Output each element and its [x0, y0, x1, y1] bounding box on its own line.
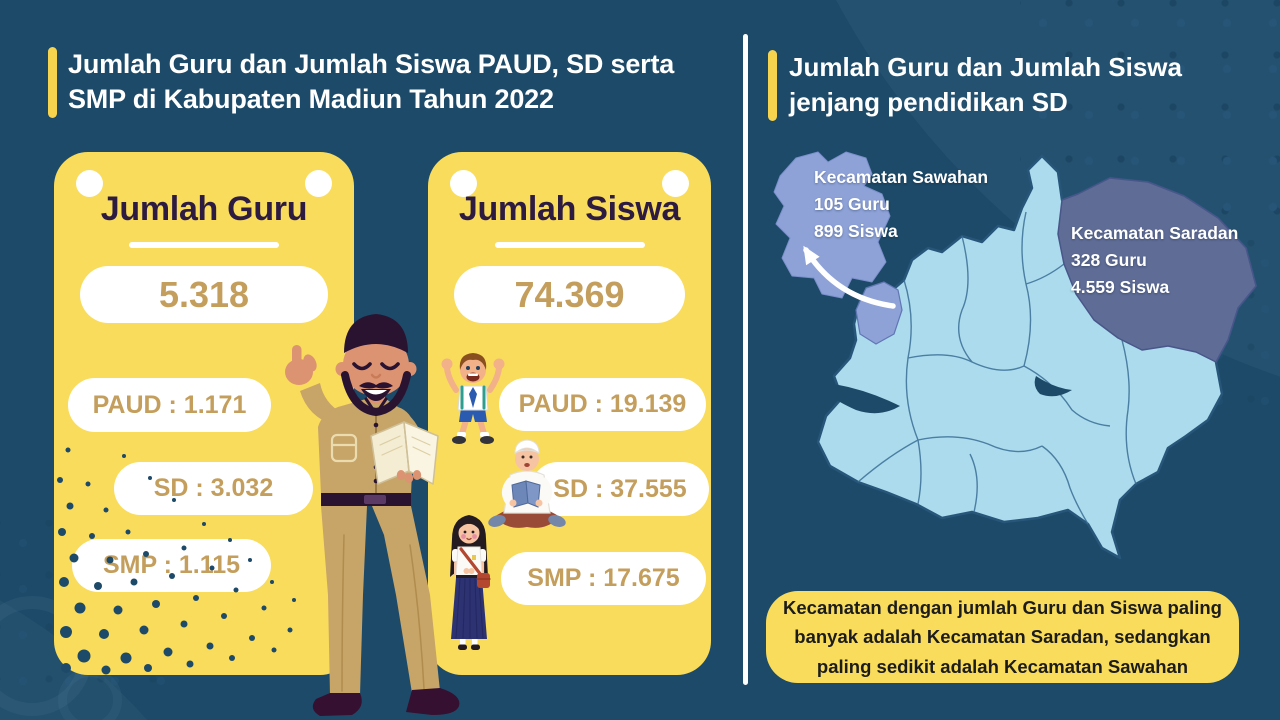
arrow-icon	[803, 245, 896, 309]
guru-card: Jumlah Guru 5.318 PAUD : 1.171 SD : 3.03…	[54, 152, 354, 675]
card-hole-left	[76, 170, 103, 197]
map-notch-west	[828, 384, 900, 414]
saradan-guru-count: 328 Guru	[1071, 250, 1147, 270]
district-borders	[857, 211, 1137, 525]
saradan-siswa-count: 4.559 Siswa	[1071, 277, 1170, 297]
guru-paud-pill: PAUD : 1.171	[68, 378, 271, 432]
saradan-name: Kecamatan Saradan	[1071, 223, 1239, 243]
siswa-card: Jumlah Siswa 74.369 PAUD : 19.139 SD : 3…	[428, 152, 711, 675]
sawahan-siswa-count: 899 Siswa	[814, 221, 898, 241]
panel-divider	[743, 34, 748, 685]
callout-line2: banyak adalah Kecamatan Saradan, sedangk…	[794, 626, 1211, 648]
card-hole-left	[450, 170, 477, 197]
card-hole-right	[662, 170, 689, 197]
right-panel-title: Jumlah Guru dan Jumlah Siswa jenjang pen…	[789, 50, 1182, 120]
right-title-accent-bar	[768, 50, 777, 121]
conclusion-callout-box: Kecamatan dengan jumlah Guru dan Siswa p…	[766, 591, 1239, 683]
guru-total-pill: 5.318	[80, 266, 328, 323]
left-title-line1: Jumlah Guru dan Jumlah Siswa PAUD, SD se…	[68, 49, 675, 79]
map-notch-center	[1034, 376, 1072, 397]
siswa-total-pill: 74.369	[454, 266, 685, 323]
guru-sd-pill: SD : 3.032	[114, 462, 313, 515]
saradan-region-label: Kecamatan Saradan 328 Guru 4.559 Siswa	[1071, 220, 1238, 301]
siswa-card-title: Jumlah Siswa	[458, 190, 681, 228]
siswa-paud-pill: PAUD : 19.139	[499, 378, 706, 431]
left-panel-title: Jumlah Guru dan Jumlah Siswa PAUD, SD se…	[68, 47, 674, 117]
siswa-smp-pill: SMP : 17.675	[501, 552, 706, 605]
left-title-accent-bar	[48, 47, 57, 118]
sawahan-guru-count: 105 Guru	[814, 194, 890, 214]
card-title-underline	[494, 242, 645, 248]
right-title-line2: jenjang pendidikan SD	[789, 87, 1068, 117]
madiun-district-map	[773, 151, 1258, 560]
guru-smp-pill: SMP : 1.115	[72, 539, 271, 592]
right-title-line1: Jumlah Guru dan Jumlah Siswa	[789, 52, 1182, 82]
siswa-sd-pill: SD : 37.555	[531, 462, 709, 516]
left-title-line2: SMP di Kabupaten Madiun Tahun 2022	[68, 84, 554, 114]
guru-card-title: Jumlah Guru	[100, 190, 308, 228]
scatter-dots-decoration	[57, 447, 296, 675]
sawahan-region-label: Kecamatan Sawahan 105 Guru 899 Siswa	[814, 164, 988, 245]
background-ring-small	[58, 668, 122, 720]
callout-line1: Kecamatan dengan jumlah Guru dan Siswa p…	[783, 596, 1222, 618]
sawahan-name: Kecamatan Sawahan	[814, 167, 989, 187]
region-sawahan-inset-shape	[773, 151, 891, 299]
callout-line3: paling sedikit adalah Kecamatan Sawahan	[816, 655, 1189, 677]
card-title-underline	[129, 242, 279, 248]
card-hole-right	[305, 170, 332, 197]
